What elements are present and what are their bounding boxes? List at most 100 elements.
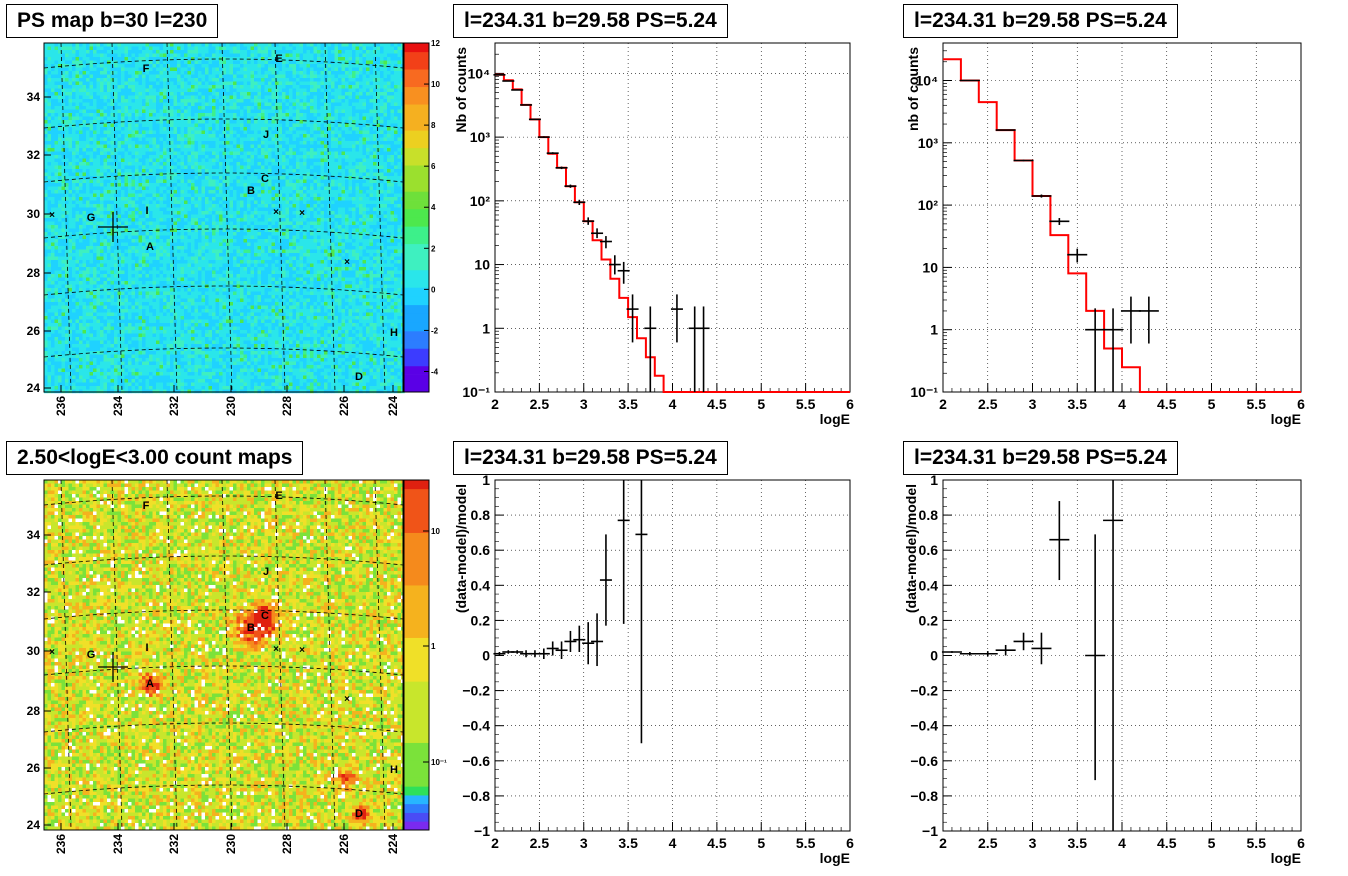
source-marker-x: ×: [273, 207, 279, 218]
x-tick-label: 3.5: [1068, 396, 1088, 412]
x-tick-label: 4.5: [707, 396, 727, 412]
data-point: [599, 534, 612, 626]
y-tick-label: 0: [930, 648, 938, 664]
residual-title-right: l=234.31 b=29.58 PS=5.24: [903, 441, 1178, 475]
data-point: [1138, 296, 1159, 344]
y-tick-label: 0.8: [919, 507, 939, 523]
residual-title-left: l=234.31 b=29.58 PS=5.24: [453, 441, 728, 475]
y-axis-label: nb of counts: [905, 47, 921, 131]
y-tick-label: 10⁴: [916, 73, 939, 89]
data-point: [599, 236, 612, 249]
source-label-i: I: [145, 205, 148, 217]
graticule-longitude: [221, 42, 233, 393]
y-tick-label: 0.4: [919, 577, 939, 593]
data-point: [1013, 159, 1034, 162]
graticule-longitude: [374, 42, 386, 393]
x-tick-label: 4: [1118, 835, 1126, 851]
map-y-tick-label: 34: [27, 528, 41, 542]
source-marker-x: ×: [344, 257, 350, 268]
y-tick-label: 10: [922, 259, 938, 275]
y-tick-label: 10⁻¹: [910, 384, 938, 400]
x-tick-label: 6: [1297, 396, 1305, 412]
x-tick-label: 6: [846, 396, 854, 412]
y-tick-label: 0.4: [471, 577, 491, 593]
x-tick-label: 2.5: [530, 396, 550, 412]
map-y-tick-label: 34: [27, 90, 41, 104]
x-tick-label: 4.5: [1157, 396, 1177, 412]
y-tick-label: 1: [482, 472, 490, 488]
colorbar-tick-label: 12: [431, 39, 440, 48]
data-point: [977, 651, 998, 657]
map-x-tick-label: 236: [54, 834, 68, 854]
data-point: [564, 630, 577, 652]
source-label-c: C: [261, 610, 269, 622]
y-tick-label: −0.2: [910, 683, 938, 699]
y-tick-label: 10⁴: [468, 65, 491, 81]
data-point: [564, 184, 577, 188]
y-tick-label: 10²: [918, 197, 939, 213]
y-tick-label: −1: [474, 823, 490, 839]
data-point: [1085, 308, 1106, 392]
data-point: [617, 480, 630, 624]
map-x-tick-label: 236: [54, 396, 68, 416]
y-tick-label: 10⁻¹: [462, 384, 490, 400]
y-tick-label: 0.6: [919, 542, 939, 558]
data-point: [1103, 308, 1124, 392]
source-label-g: G: [87, 212, 96, 224]
data-point: [1103, 480, 1124, 831]
y-tick-label: 0.8: [471, 507, 491, 523]
data-point: [670, 294, 683, 343]
data-point: [995, 129, 1016, 131]
x-axis-label: logE: [1271, 411, 1301, 427]
y-tick-label: 0.6: [471, 542, 491, 558]
data-point: [1049, 501, 1070, 581]
x-tick-label: 3: [1029, 396, 1037, 412]
data-point: [1067, 248, 1088, 263]
y-tick-label: 1: [482, 320, 490, 336]
source-label-e: E: [275, 490, 282, 502]
map-x-tick-label: 230: [224, 834, 238, 854]
data-point: [644, 306, 657, 392]
map-x-tick-label: 232: [167, 834, 181, 854]
data-point: [555, 641, 568, 660]
y-tick-label: −0.8: [462, 788, 490, 804]
map-x-tick-label: 226: [337, 396, 351, 416]
map-y-tick-label: 32: [27, 585, 41, 599]
data-point: [697, 306, 710, 392]
data-point: [1031, 194, 1052, 198]
map-y-tick-label: 32: [27, 148, 41, 162]
y-tick-label: −0.4: [462, 718, 490, 734]
data-point: [528, 118, 541, 121]
data-point: [520, 104, 533, 106]
x-tick-label: 4: [669, 835, 677, 851]
colorbar-tick-label: 10: [431, 527, 440, 536]
x-axis-label: logE: [820, 411, 850, 427]
data-point: [1031, 632, 1052, 665]
map-title-ps: PS map b=30 l=230: [6, 4, 219, 38]
y-axis-label: (data-model)/model: [453, 484, 469, 613]
source-marker-x: ×: [344, 694, 350, 705]
source-label-d: D: [355, 808, 363, 820]
source-marker-x: ×: [299, 645, 305, 656]
sky-map-frame: [43, 479, 404, 831]
x-tick-label: 2: [491, 835, 499, 851]
source-label-d: D: [355, 371, 363, 383]
y-tick-label: 10: [474, 257, 490, 273]
x-tick-label: 3.5: [1068, 835, 1088, 851]
source-label-b: B: [247, 622, 255, 634]
plot-frame: [942, 42, 1302, 393]
map-y-tick-label: 30: [27, 644, 41, 658]
y-axis-label: Nb of counts: [453, 47, 469, 133]
x-tick-label: 6: [846, 835, 854, 851]
graticule-longitude: [60, 42, 72, 393]
colorbar-tick-label: 1: [431, 642, 436, 651]
source-marker-x: ×: [49, 647, 55, 658]
x-tick-label: 2: [939, 396, 947, 412]
sky-map-counts: × × × × F E J CB G I A H D 236 234 232 230 228 226 224 24 26 2…: [27, 479, 405, 854]
x-tick-label: 2.5: [978, 396, 998, 412]
data-point: [635, 480, 648, 744]
source-label-b: B: [247, 185, 255, 197]
colorbar-tick-label: -4: [431, 367, 439, 376]
data-point: [626, 294, 639, 343]
